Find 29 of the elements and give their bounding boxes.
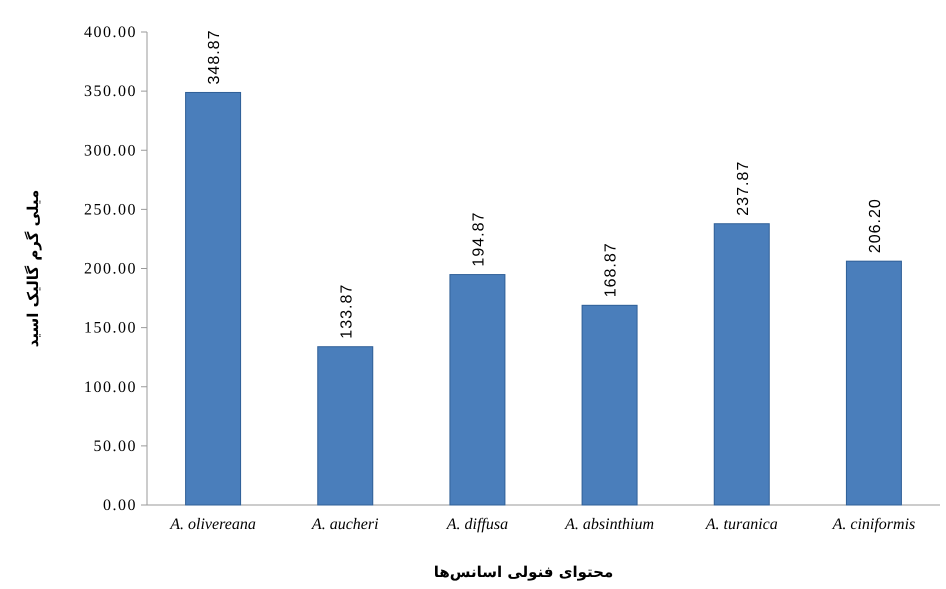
data-label: 168.87 <box>602 242 620 298</box>
data-label: 237.87 <box>734 160 752 216</box>
y-tick-label: 0.00 <box>103 497 137 514</box>
bar <box>846 260 902 506</box>
data-label: 206.20 <box>866 198 884 254</box>
data-label: 348.87 <box>206 30 224 84</box>
data-label: 194.87 <box>470 212 488 267</box>
y-tick-label: 300.00 <box>84 142 137 160</box>
x-tick-label: A. aucheri <box>310 516 379 533</box>
x-axis-title: محتوای فنولی اسانس‌ها <box>434 563 614 581</box>
y-tick-label: 200.00 <box>84 260 137 278</box>
x-tick-label: A. turanica <box>704 516 778 533</box>
y-tick-label: 400.00 <box>84 24 137 41</box>
y-tick-label: 150.00 <box>84 320 137 337</box>
bar <box>449 274 506 506</box>
y-axis-title: میلی گرم گالیک اسید <box>24 190 42 348</box>
data-label: 133.87 <box>338 284 356 339</box>
y-tick-label: 250.00 <box>84 201 137 218</box>
y-tick-label: 350.00 <box>84 83 137 100</box>
bar <box>582 304 638 506</box>
y-tick-label: 50.00 <box>94 438 137 455</box>
y-tick-label: 100.00 <box>84 378 137 396</box>
x-tick-label: A. ciniformis <box>832 516 916 533</box>
x-tick-label: A. diffusa <box>446 516 508 533</box>
x-tick-label: A. olivereana <box>169 516 256 533</box>
bar <box>714 223 770 506</box>
x-tick-label: A. absinthium <box>564 516 654 533</box>
bar <box>185 92 242 506</box>
bar <box>317 346 374 506</box>
